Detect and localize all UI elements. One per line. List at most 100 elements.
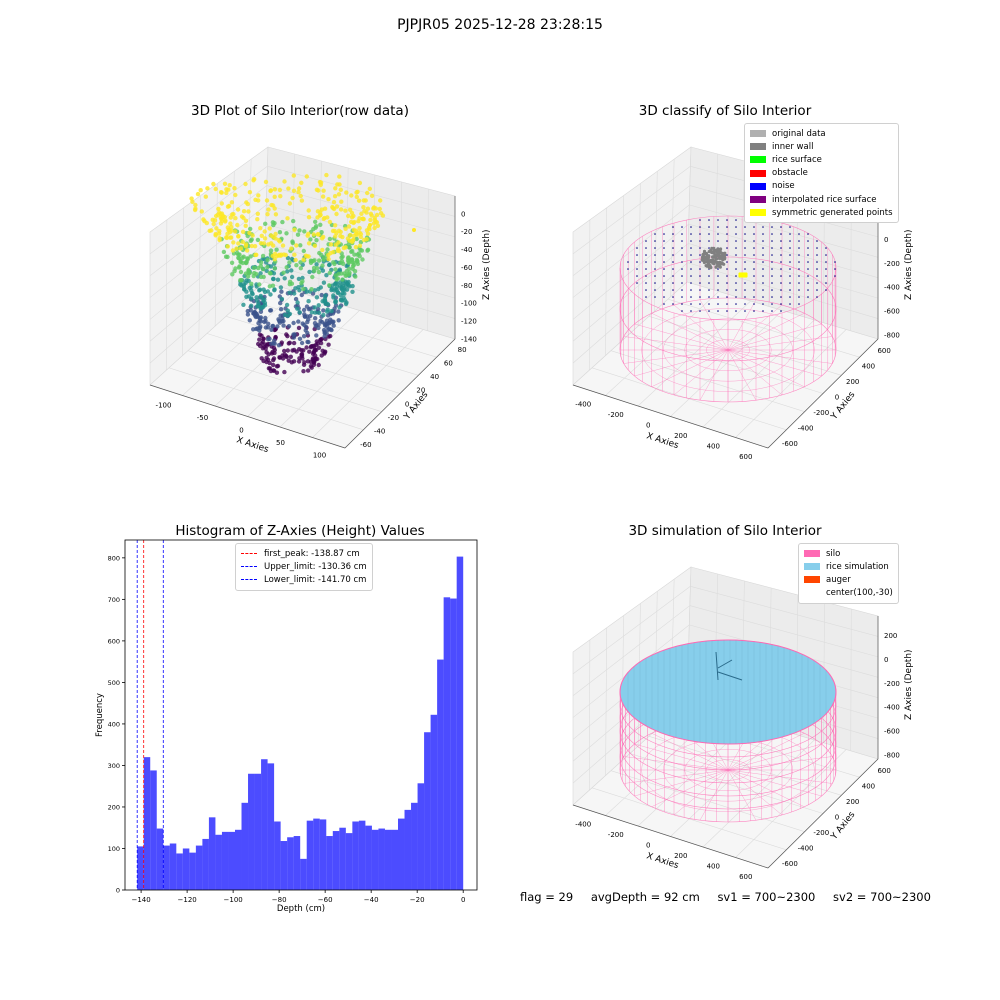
raw-point: [365, 190, 370, 196]
z-tick-label: -100: [461, 300, 477, 308]
raw-point: [270, 276, 276, 282]
simulation-plot-title: 3D simulation of Silo Interior: [628, 523, 822, 539]
raw-point: [241, 209, 247, 214]
raw-point: [290, 240, 295, 246]
raw-point: [233, 266, 238, 271]
raw-point: [263, 221, 268, 226]
raw-point: [247, 230, 252, 236]
raw-plot-title: 3D Plot of Silo Interior(row data): [191, 103, 409, 119]
raw-point: [244, 248, 250, 253]
raw-point: [331, 199, 337, 205]
raw-point: [282, 348, 287, 354]
raw-point: [319, 292, 324, 298]
raw-point: [296, 319, 301, 324]
raw-point: [292, 252, 297, 257]
raw-point: [257, 316, 263, 321]
raw-point: [346, 260, 351, 265]
raw-point: [258, 295, 264, 300]
raw-point: [331, 293, 336, 298]
raw-point: [303, 328, 308, 333]
raw-point: [305, 339, 310, 345]
legend-entry: center(100,-30): [804, 587, 893, 600]
raw-point: [281, 323, 286, 328]
raw-point: [278, 194, 283, 199]
raw-point: [291, 359, 297, 364]
raw-point: [349, 210, 355, 216]
raw-point: [310, 291, 316, 296]
legend-swatch: [804, 563, 820, 571]
raw-point: [325, 301, 330, 307]
raw-point: [223, 218, 228, 223]
raw-point: [279, 340, 284, 345]
raw-point: [339, 255, 344, 260]
raw-point: [296, 359, 302, 364]
legend-label: original data: [772, 128, 826, 139]
x-tick-label: 50: [276, 439, 285, 447]
raw-point: [252, 265, 257, 270]
raw-point: [339, 259, 345, 264]
raw-point: [347, 207, 353, 212]
raw-point: [343, 273, 348, 278]
raw-point: [306, 254, 311, 259]
raw-point: [315, 356, 320, 362]
raw-x-axis-label: X Axies: [235, 435, 270, 455]
raw-point: [356, 198, 362, 203]
raw-point: [285, 269, 290, 274]
raw-point: [347, 266, 352, 271]
raw-point: [227, 227, 232, 233]
raw-point: [326, 342, 331, 347]
raw-point: [348, 232, 353, 238]
raw-point: [198, 188, 203, 193]
raw-point: [309, 287, 314, 292]
legend-label: first_peak: -138.87 cm: [264, 548, 360, 559]
raw-point: [314, 333, 319, 338]
raw-point: [222, 181, 228, 186]
raw-point: [296, 189, 301, 195]
raw-point: [356, 219, 361, 224]
raw-point: [278, 253, 283, 258]
raw-point: [275, 363, 281, 369]
raw-point: [336, 271, 341, 276]
raw-point: [251, 311, 256, 316]
raw-point: [295, 300, 300, 305]
raw-point: [291, 218, 296, 224]
raw-point: [288, 354, 293, 359]
raw-point: [320, 263, 325, 268]
raw-point: [216, 231, 222, 236]
raw-point: [296, 276, 302, 282]
raw-point: [312, 305, 317, 310]
y-tick-label: 40: [430, 373, 439, 381]
raw-point: [321, 327, 327, 333]
avg-depth-value: avgDepth = 92 cm: [590, 890, 700, 904]
raw-point: [248, 226, 253, 232]
raw-point: [319, 353, 324, 358]
raw-point: [346, 224, 352, 229]
raw-point: [321, 216, 326, 222]
raw-point: [261, 358, 266, 364]
raw-point: [261, 241, 267, 246]
raw-point: [372, 217, 378, 223]
raw-point: [227, 183, 232, 188]
raw-point: [327, 270, 332, 276]
raw-point: [272, 194, 277, 199]
raw-point: [211, 181, 216, 187]
raw-point: [213, 231, 218, 237]
raw-point: [317, 179, 323, 185]
raw-point: [329, 308, 334, 314]
raw-point: [316, 325, 321, 331]
raw-point: [285, 308, 290, 313]
raw-point: [268, 248, 274, 253]
legend-swatch: [750, 169, 766, 177]
raw-point: [302, 322, 307, 328]
raw-point: [320, 194, 326, 199]
raw-point: [312, 321, 318, 326]
raw-point: [314, 295, 320, 300]
raw-point: [224, 190, 229, 196]
raw-point: [315, 266, 320, 271]
raw-point: [334, 204, 340, 209]
raw-point: [295, 232, 301, 237]
raw-point: [294, 263, 299, 268]
raw-point: [272, 206, 277, 211]
raw-point: [286, 186, 291, 191]
raw-point: [343, 208, 348, 213]
